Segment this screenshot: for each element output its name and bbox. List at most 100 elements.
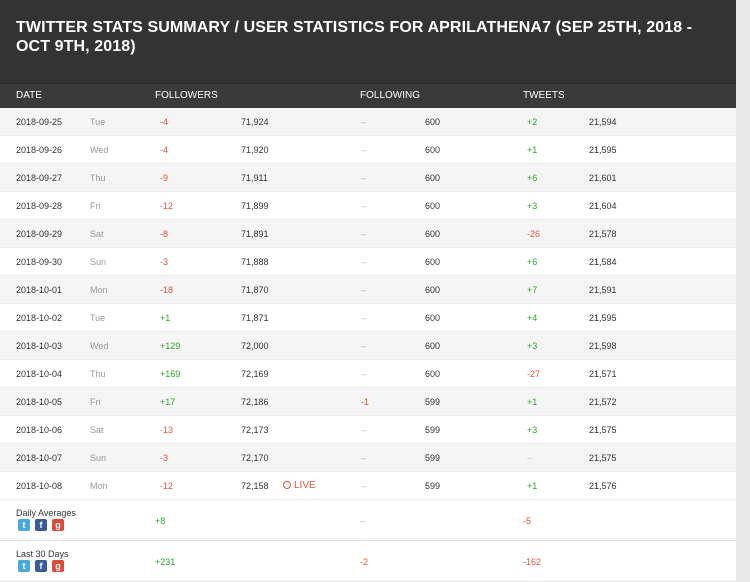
row-day-of-week: Fri (90, 397, 101, 407)
followers-total: 71,924 (241, 117, 269, 127)
row-day-of-week: Sun (90, 257, 107, 267)
following-total: 600 (425, 201, 441, 211)
tweets-total: 21,594 (589, 117, 617, 127)
followers-total: 72,173 (241, 425, 269, 435)
google-plus-icon[interactable]: g (52, 560, 64, 572)
tweets-total: 21,584 (589, 257, 617, 267)
following-change: – (361, 173, 367, 183)
row-day-of-week: Sat (90, 425, 104, 435)
following-change: – (361, 453, 367, 463)
followers-change: -18 (160, 285, 174, 295)
row-date: 2018-09-27 (16, 173, 63, 183)
google-plus-icon[interactable]: g (52, 519, 64, 531)
following-total: 600 (425, 313, 441, 323)
tweets-change: +2 (527, 117, 538, 127)
twitter-icon[interactable]: t (18, 519, 30, 531)
following-total: 599 (425, 481, 441, 491)
row-day-of-week: Fri (90, 201, 101, 211)
following-total: 600 (425, 117, 441, 127)
row-date: 2018-10-03 (16, 341, 63, 351)
row-date: 2018-10-08 (16, 481, 63, 491)
tweets-change: +1 (527, 397, 538, 407)
table-row: 2018-10-04 Thu +169 72,169 – 600 -27 21,571 (0, 360, 736, 388)
page-header: TWITTER STATS SUMMARY / USER STATISTICS … (0, 0, 736, 83)
followers-change: -12 (160, 201, 174, 211)
following-change: – (361, 425, 367, 435)
row-date: 2018-10-07 (16, 453, 63, 463)
tweets-change: +1 (527, 481, 538, 491)
followers-total: 72,186 (241, 397, 269, 407)
tweets-change: +3 (527, 341, 538, 351)
followers-change: -3 (160, 453, 169, 463)
facebook-icon[interactable]: f (35, 519, 47, 531)
tweets-change: -26 (527, 229, 541, 239)
following-total: 599 (425, 397, 441, 407)
followers-change: +129 (160, 341, 181, 351)
summary-followers: +231 (155, 557, 176, 567)
tweets-total: 21,576 (589, 481, 617, 491)
row-date: 2018-09-28 (16, 201, 63, 211)
table-row: 2018-09-26 Wed -4 71,920 – 600 +1 21,595 (0, 136, 736, 164)
row-date: 2018-09-30 (16, 257, 63, 267)
followers-change: -3 (160, 257, 169, 267)
following-change: – (361, 285, 367, 295)
column-followers: FOLLOWERS (155, 90, 218, 101)
following-change: – (361, 341, 367, 351)
row-day-of-week: Tue (90, 117, 106, 127)
following-change: – (361, 313, 367, 323)
tweets-total: 21,598 (589, 341, 617, 351)
following-total: 599 (425, 453, 441, 463)
column-date: DATE (16, 90, 42, 101)
following-change: – (361, 117, 367, 127)
followers-change: +17 (160, 397, 176, 407)
followers-total: 71,870 (241, 285, 269, 295)
followers-total: 71,888 (241, 257, 269, 267)
live-label: LIVE (294, 480, 316, 491)
row-date: 2018-09-26 (16, 145, 63, 155)
table-header: DATE FOLLOWERS FOLLOWING TWEETS (0, 83, 736, 108)
tweets-total: 21,595 (589, 145, 617, 155)
table-row: 2018-10-02 Tue +1 71,871 – 600 +4 21,595 (0, 304, 736, 332)
table-row: 2018-10-06 Sat -13 72,173 – 599 +3 21,575 (0, 416, 736, 444)
table-row: 2018-10-05 Fri +17 72,186 -1 599 +1 21,572 (0, 388, 736, 416)
page-title: TWITTER STATS SUMMARY / USER STATISTICS … (16, 19, 693, 55)
summary-row: Last 30 Days t f g +231 -2 -162 (0, 541, 736, 582)
table-row: 2018-09-25 Tue -4 71,924 – 600 +2 21,594 (0, 108, 736, 136)
row-date: 2018-10-05 (16, 397, 63, 407)
row-day-of-week: Mon (90, 285, 108, 295)
summary-label: Daily Averages (16, 508, 76, 518)
row-day-of-week: Wed (90, 145, 109, 155)
followers-total: 72,170 (241, 453, 269, 463)
summary-label: Last 30 Days (16, 549, 69, 559)
table-row: 2018-09-27 Thu -9 71,911 – 600 +6 21,601 (0, 164, 736, 192)
followers-change: -4 (160, 117, 169, 127)
following-change: – (361, 201, 367, 211)
tweets-change: +4 (527, 313, 538, 323)
following-change: – (361, 257, 367, 267)
table-row: 2018-10-08 Mon -12 72,158 – 599 +1 21,576 LIVE (0, 472, 736, 500)
summary-row: Daily Averages t f g +8 – -5 (0, 500, 736, 541)
row-day-of-week: Thu (90, 369, 106, 379)
row-date: 2018-09-29 (16, 229, 63, 239)
followers-change: -4 (160, 145, 169, 155)
live-link[interactable]: LIVE (283, 480, 316, 491)
row-day-of-week: Tue (90, 313, 106, 323)
row-day-of-week: Sun (90, 453, 107, 463)
following-total: 600 (425, 341, 441, 351)
following-change: – (361, 481, 367, 491)
followers-total: 72,169 (241, 369, 269, 379)
tweets-total: 21,572 (589, 397, 617, 407)
summary-following: – (360, 516, 366, 526)
followers-total: 71,920 (241, 145, 269, 155)
table-row: 2018-09-30 Sun -3 71,888 – 600 +6 21,584 (0, 248, 736, 276)
followers-total: 71,911 (241, 173, 268, 183)
tweets-total: 21,578 (589, 229, 617, 239)
facebook-icon[interactable]: f (35, 560, 47, 572)
summary-following: -2 (360, 557, 369, 567)
tweets-change: +6 (527, 257, 538, 267)
followers-total: 71,871 (241, 313, 269, 323)
twitter-icon[interactable]: t (18, 560, 30, 572)
tweets-change: -27 (527, 369, 541, 379)
